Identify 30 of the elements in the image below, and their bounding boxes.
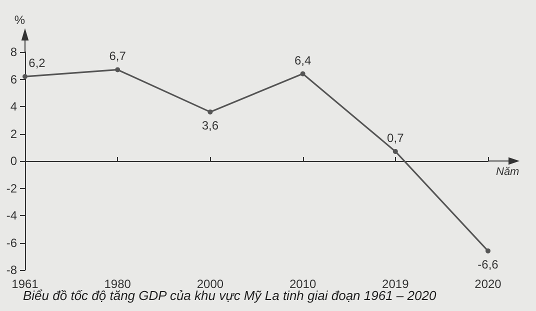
y-tick-label: 6 [10,72,18,86]
point [392,148,398,154]
x-tick-label: 2000 [196,277,224,291]
data-label: -6,6 [478,257,499,272]
y-tick-label: -6 [6,236,18,250]
data-label: 0,7 [387,130,404,145]
y-tick-label: -2 [6,181,18,196]
point [486,248,490,254]
x-tick-label: 2010 [289,277,316,291]
point [22,74,28,80]
data-label: 6,2 [28,56,46,70]
point [300,71,306,76]
y-axis-title: % [14,13,26,27]
text: Biểu đồ tốc độ tăng GDP của khu vực Mỹ La tinh giai đoạn 1961 – 2020 [23,288,437,303]
data-label: 6,7 [109,49,126,64]
x-tick-label: 2019 [382,277,410,291]
x-tick-label: 1961 [12,277,39,291]
x-tick-label: 1980 [104,277,132,291]
point [115,67,120,72]
y-tick-label: 4 [10,100,18,114]
y-tick-label: 8 [10,45,18,59]
y-tick-label: -4 [6,208,18,222]
y-tick-label: 0 [10,154,18,168]
data-label: 6,4 [294,53,312,68]
x-tick-label: 2020 [474,277,502,291]
x-axis-title: Năm [496,166,520,178]
point [208,109,213,114]
y-tick-label: 2 [10,126,18,141]
data-label: 3,6 [202,118,219,132]
y-tick-label: -8 [6,263,18,277]
